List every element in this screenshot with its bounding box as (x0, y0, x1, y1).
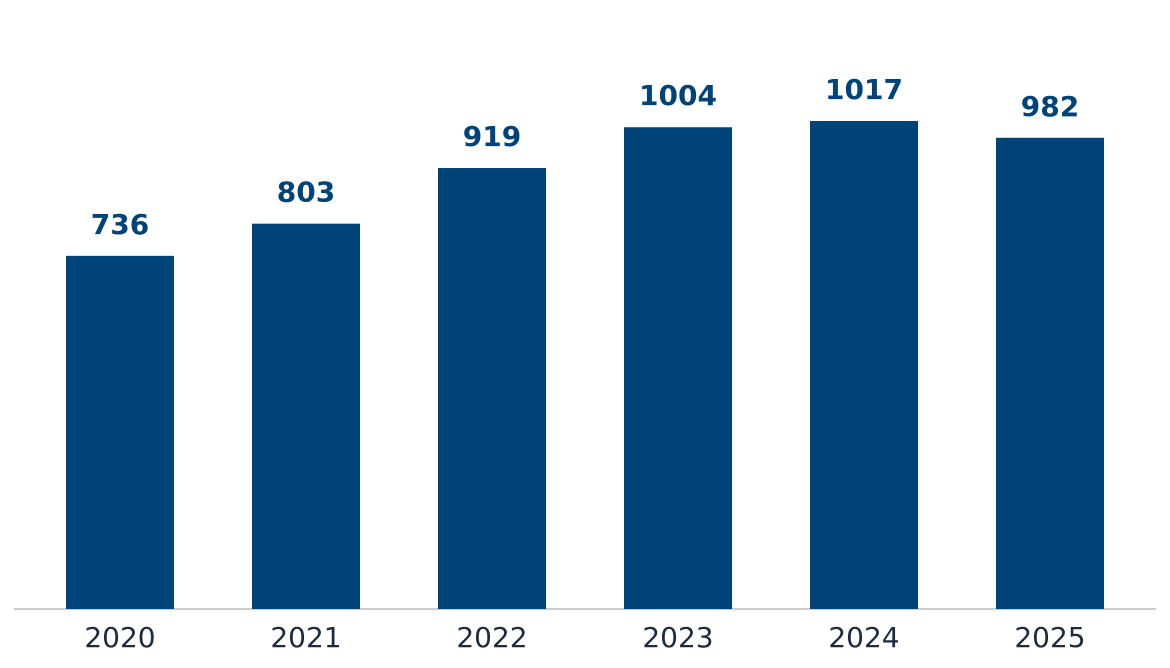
x-tick-label: 2020 (84, 621, 155, 654)
bar (996, 137, 1104, 609)
value-label: 803 (277, 176, 335, 209)
x-tick-label: 2022 (456, 621, 527, 654)
bar (438, 168, 546, 609)
bar (810, 121, 918, 609)
x-tick-label: 2023 (642, 621, 713, 654)
x-tick-label: 2025 (1014, 621, 1085, 654)
bar (624, 127, 732, 610)
x-tick-label: 2021 (270, 621, 341, 654)
value-label: 1004 (639, 79, 717, 112)
value-label: 982 (1021, 90, 1079, 123)
value-label: 1017 (825, 73, 903, 106)
x-tick-label: 2024 (828, 621, 899, 654)
value-label: 919 (463, 120, 521, 153)
value-label: 736 (91, 208, 149, 241)
bar (252, 223, 360, 609)
bar (66, 255, 174, 609)
